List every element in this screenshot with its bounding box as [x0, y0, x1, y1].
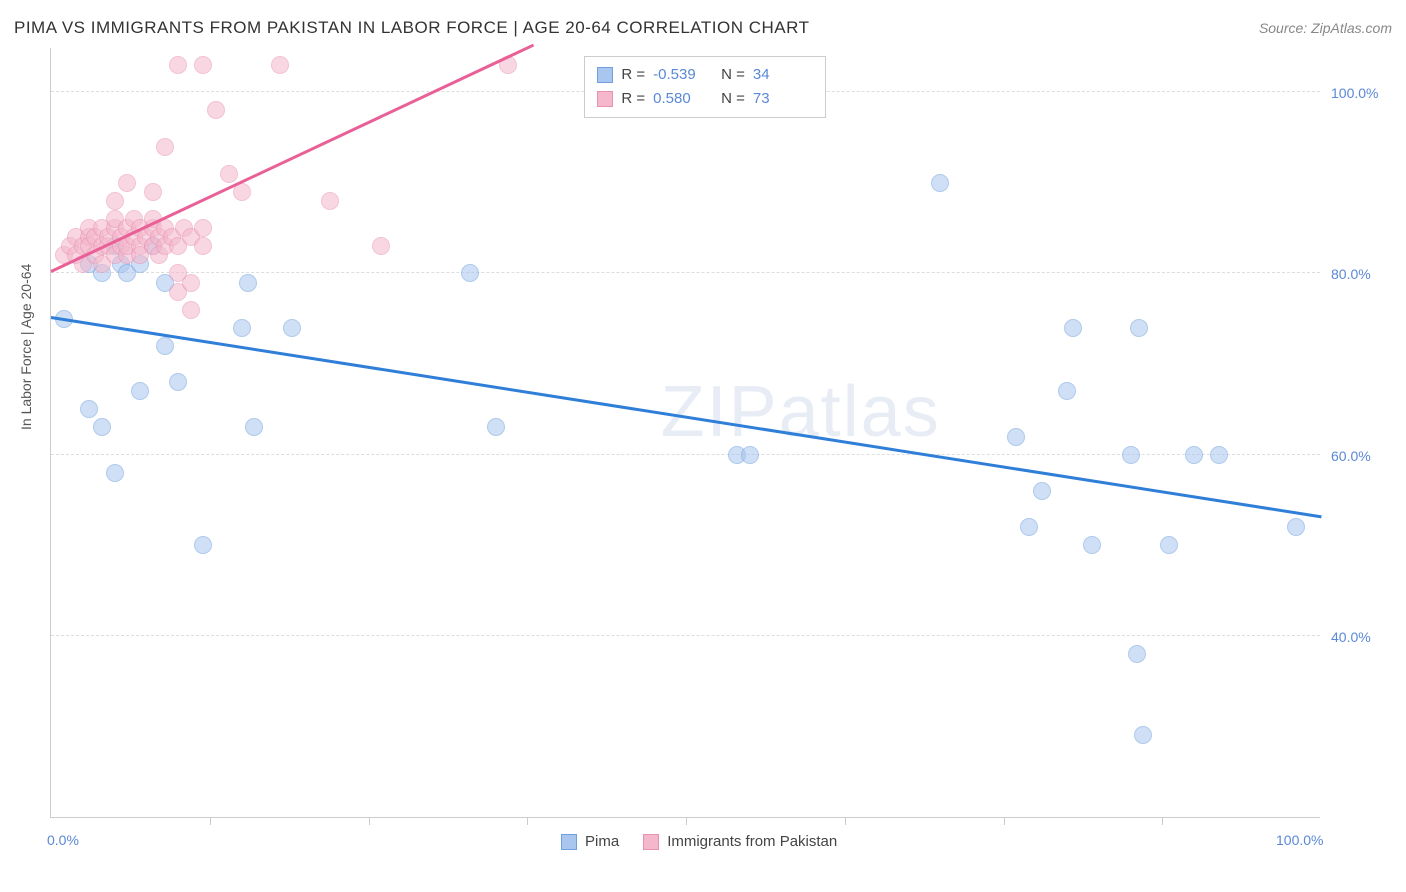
data-point: [1064, 319, 1082, 337]
data-point: [271, 56, 289, 74]
data-point: [118, 174, 136, 192]
y-tick-label: 80.0%: [1331, 266, 1371, 282]
gridline-h: [51, 635, 1320, 636]
data-point: [194, 237, 212, 255]
data-point: [80, 400, 98, 418]
data-point: [1128, 645, 1146, 663]
data-point: [106, 192, 124, 210]
x-tick-label: 100.0%: [1276, 832, 1323, 848]
data-point: [245, 418, 263, 436]
data-point: [194, 536, 212, 554]
data-point: [156, 138, 174, 156]
data-point: [1058, 382, 1076, 400]
legend-swatch: [597, 67, 613, 83]
legend-swatch: [561, 834, 577, 850]
r-label: R =: [621, 63, 645, 87]
data-point: [239, 274, 257, 292]
series-legend-item: Immigrants from Pakistan: [643, 830, 837, 854]
y-tick-label: 40.0%: [1331, 629, 1371, 645]
stats-legend-row: R = -0.539 N = 34: [597, 63, 813, 87]
y-tick-label: 60.0%: [1331, 448, 1371, 464]
data-point: [1134, 726, 1152, 744]
data-point: [372, 237, 390, 255]
data-point: [321, 192, 339, 210]
data-point: [461, 264, 479, 282]
n-label: N =: [721, 87, 745, 111]
legend-swatch: [643, 834, 659, 850]
data-point: [1185, 446, 1203, 464]
scatter-plot-area: ZIPatlas 40.0%60.0%80.0%100.0%0.0%100.0%…: [50, 48, 1320, 818]
data-point: [220, 165, 238, 183]
x-tick: [845, 817, 846, 825]
data-point: [182, 274, 200, 292]
data-point: [131, 382, 149, 400]
data-point: [144, 183, 162, 201]
stats-legend-row: R = 0.580 N = 73: [597, 87, 813, 111]
data-point: [283, 319, 301, 337]
x-tick: [1162, 817, 1163, 825]
source-attribution: Source: ZipAtlas.com: [1259, 20, 1392, 36]
x-tick-label: 0.0%: [47, 832, 79, 848]
series-name: Pima: [585, 830, 619, 854]
x-tick: [210, 817, 211, 825]
r-value: 0.580: [653, 87, 713, 111]
data-point: [169, 56, 187, 74]
series-legend-item: Pima: [561, 830, 619, 854]
data-point: [1130, 319, 1148, 337]
trend-line: [50, 44, 534, 273]
data-point: [194, 56, 212, 74]
data-point: [156, 337, 174, 355]
gridline-h: [51, 272, 1320, 273]
data-point: [1020, 518, 1038, 536]
series-name: Immigrants from Pakistan: [667, 830, 837, 854]
data-point: [207, 101, 225, 119]
x-tick: [686, 817, 687, 825]
data-point: [1033, 482, 1051, 500]
x-tick: [527, 817, 528, 825]
data-point: [233, 319, 251, 337]
n-value: 34: [753, 63, 813, 87]
series-legend: Pima Immigrants from Pakistan: [561, 830, 837, 854]
stats-legend: R = -0.539 N = 34 R = 0.580 N = 73: [584, 56, 826, 118]
trend-line: [51, 316, 1321, 518]
r-label: R =: [621, 87, 645, 111]
watermark: ZIPatlas: [661, 371, 941, 453]
data-point: [194, 219, 212, 237]
chart-title: PIMA VS IMMIGRANTS FROM PAKISTAN IN LABO…: [14, 18, 809, 38]
r-value: -0.539: [653, 63, 713, 87]
data-point: [1160, 536, 1178, 554]
data-point: [1007, 428, 1025, 446]
data-point: [1083, 536, 1101, 554]
data-point: [741, 446, 759, 464]
n-value: 73: [753, 87, 813, 111]
y-tick-label: 100.0%: [1331, 85, 1378, 101]
data-point: [93, 418, 111, 436]
data-point: [1287, 518, 1305, 536]
data-point: [487, 418, 505, 436]
data-point: [931, 174, 949, 192]
x-tick: [1004, 817, 1005, 825]
data-point: [106, 464, 124, 482]
data-point: [1122, 446, 1140, 464]
data-point: [182, 301, 200, 319]
data-point: [1210, 446, 1228, 464]
data-point: [169, 373, 187, 391]
x-tick: [369, 817, 370, 825]
y-axis-title: In Labor Force | Age 20-64: [18, 264, 34, 430]
legend-swatch: [597, 91, 613, 107]
n-label: N =: [721, 63, 745, 87]
